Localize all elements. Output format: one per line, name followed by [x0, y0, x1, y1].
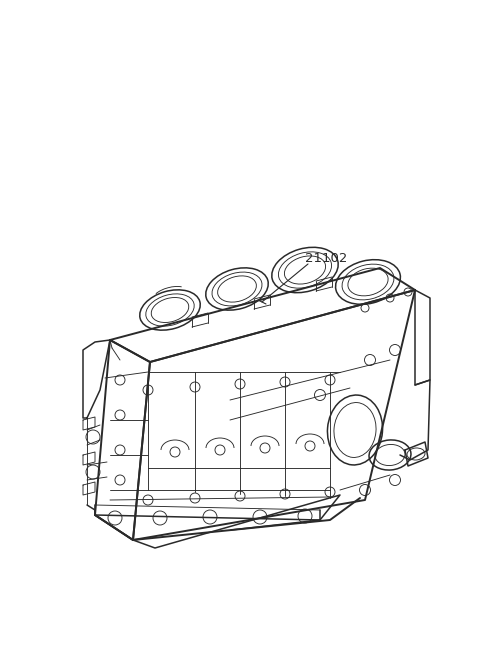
Text: 21102: 21102 — [305, 252, 348, 265]
